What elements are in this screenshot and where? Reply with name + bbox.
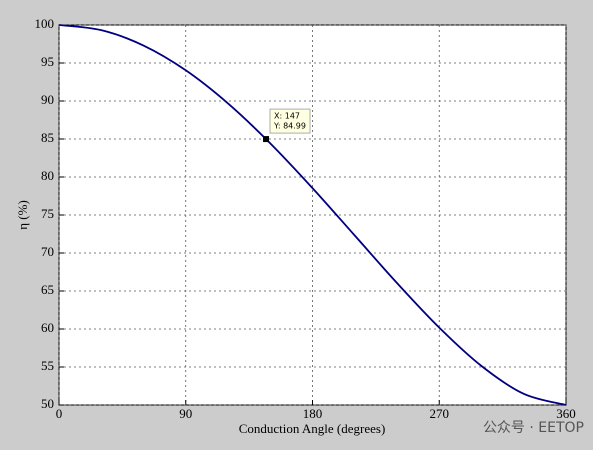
y-axis-label: η (%): [15, 200, 30, 230]
datatip-box: [269, 108, 311, 134]
y-tick-label: 95: [41, 54, 54, 69]
datatip-y: Y: 84.99: [273, 122, 306, 131]
y-tick-label: 75: [41, 206, 54, 221]
datatip-marker: [263, 136, 270, 143]
x-tick-label: 0: [56, 406, 63, 421]
x-axis-label: Conduction Angle (degrees): [239, 421, 386, 436]
x-tick-label: 90: [179, 406, 192, 421]
y-tick-label: 65: [41, 282, 54, 297]
y-tick-label: 85: [41, 130, 54, 145]
y-tick-label: 55: [41, 358, 54, 373]
x-tick-label: 180: [303, 406, 323, 421]
y-tick-label: 100: [35, 16, 55, 31]
y-tick-label: 90: [41, 92, 54, 107]
y-tick-label: 80: [41, 168, 54, 183]
x-tick-label: 360: [556, 406, 576, 421]
x-tick-label: 270: [430, 406, 450, 421]
y-tick-label: 60: [41, 320, 54, 335]
watermark: 公众号 · EETOP: [483, 420, 584, 436]
y-tick-label: 50: [41, 396, 54, 411]
data-line: [58, 24, 567, 406]
y-tick-label: 70: [41, 244, 54, 259]
datatip-x: X: 147: [274, 112, 300, 121]
